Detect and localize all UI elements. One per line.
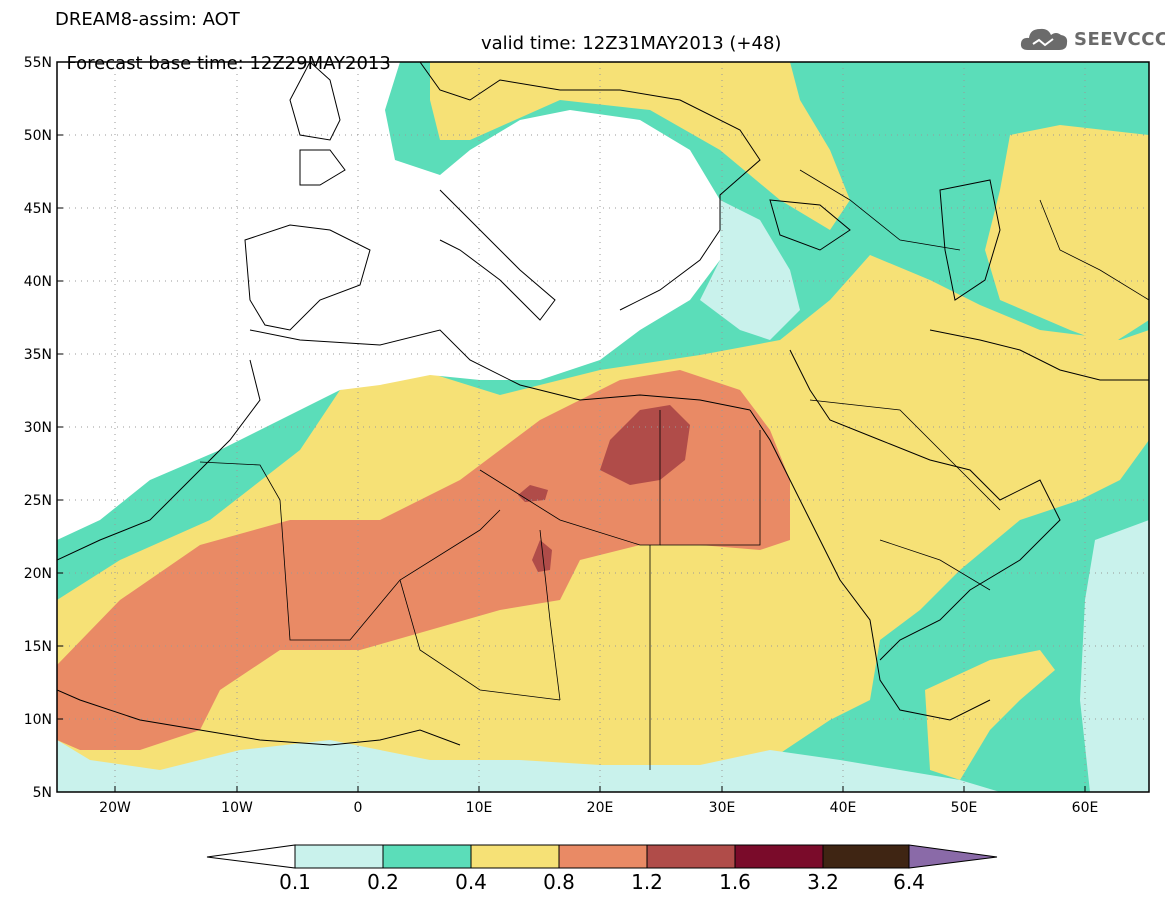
valid-time: valid time: 12Z31MAY2013 (+48) [481, 33, 782, 54]
lon-label: 10E [466, 800, 493, 816]
lon-label: 0 [354, 800, 363, 816]
band-0-1-europe [57, 62, 720, 540]
band-0-1-aegean [700, 200, 800, 340]
lat-label: 5N [33, 785, 52, 801]
colorbar-bin [470, 844, 560, 869]
colorbar-label: 1.2 [631, 870, 663, 894]
lat-label: 25N [24, 493, 52, 509]
time-line: Forecast base time: 12Z29MAY2013 valid t… [55, 34, 781, 94]
product-title: DREAM8-assim: AOT [55, 9, 240, 30]
band-0-4-horn-africa [925, 650, 1055, 780]
coastlines [57, 62, 1149, 746]
seevccc-logo: SEEVCCC [1018, 24, 1165, 54]
lon-label: 10W [221, 800, 253, 816]
colorbar-label: 0.1 [279, 870, 311, 894]
band-1-2-niger [518, 485, 548, 502]
lat-label: 40N [24, 274, 52, 290]
lon-label: 40E [830, 800, 857, 816]
lat-label: 45N [24, 201, 52, 217]
lon-label: 30E [709, 800, 736, 816]
lon-label: 20W [99, 800, 131, 816]
base-time: Forecast base time: 12Z29MAY2013 [66, 53, 391, 74]
band-0-4-caspian [985, 125, 1149, 345]
colorbar-bin [382, 844, 472, 869]
colorbar-low-arrow [206, 844, 296, 869]
band-0-1-east [1080, 520, 1149, 792]
colorbar-label: 0.8 [543, 870, 575, 894]
colorbar-high-arrow [908, 844, 998, 869]
graticule [57, 62, 1149, 792]
lon-label: 50E [951, 800, 978, 816]
cloud-icon [1020, 28, 1068, 50]
lat-label: 50N [24, 128, 52, 144]
borders [199, 169, 1149, 770]
lat-label: 15N [24, 639, 52, 655]
colorbar-label: 3.2 [807, 870, 839, 894]
band-1-2-chad [532, 540, 552, 572]
colorbar-label: 0.4 [455, 870, 487, 894]
lat-label: 55N [24, 55, 52, 71]
colorbar-bin [294, 844, 384, 869]
band-0-4-north-europe [430, 62, 850, 230]
colorbar-label: 6.4 [893, 870, 925, 894]
logo-text: SEEVCCC [1074, 28, 1165, 50]
colorbar [206, 844, 998, 869]
colorbar-bin [558, 844, 648, 869]
colorbar-label: 1.6 [719, 870, 751, 894]
colorbar-bin [646, 844, 736, 869]
lat-label: 30N [24, 420, 52, 436]
longitude-labels: 20W 10W 0 10E 20E 30E 40E 50E 60E [99, 800, 1098, 816]
colorbar-bin [734, 844, 824, 869]
lon-label: 20E [587, 800, 614, 816]
latitude-labels: 55N 50N 45N 40N 35N 30N 25N 20N 15N 10N … [24, 55, 52, 801]
lat-label: 35N [24, 347, 52, 363]
lat-label: 20N [24, 566, 52, 582]
axis-ticks [57, 61, 1086, 793]
colorbar-bin [822, 844, 910, 869]
lat-label: 10N [24, 712, 52, 728]
band-0-1-edge-south [57, 740, 1000, 792]
band-1-2-libya [600, 405, 690, 485]
colorbar-label: 0.2 [367, 870, 399, 894]
lon-label: 60E [1072, 800, 1099, 816]
